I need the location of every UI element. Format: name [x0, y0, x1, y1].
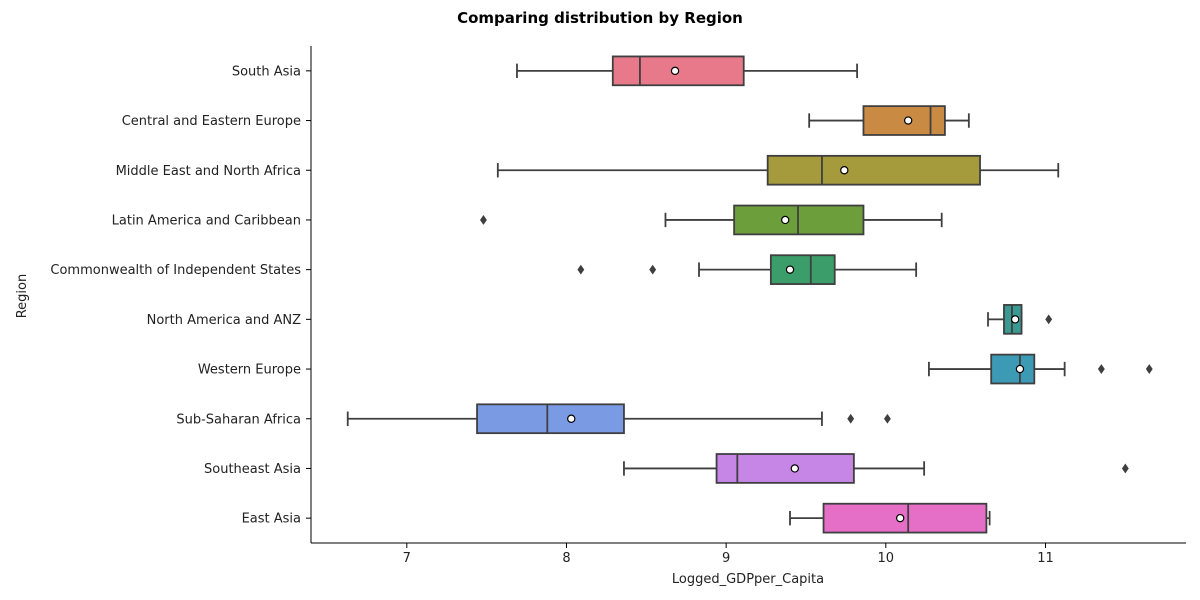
axes-layer: [310, 46, 1186, 544]
y-tick-label: South Asia: [232, 64, 301, 79]
y-tick-label: North America and ANZ: [147, 313, 301, 328]
outlier-point: [883, 413, 891, 424]
mean-marker: [903, 116, 913, 125]
y-tick-label: Western Europe: [198, 363, 301, 378]
y-ticks: South Asia Central and Eastern Europe Midd…: [50, 64, 311, 527]
outlier-point: [1045, 314, 1053, 325]
outlier-point: [847, 413, 855, 424]
x-tick-label: 11: [1037, 551, 1054, 566]
outlier-point: [1097, 364, 1105, 374]
box-group: [928, 353, 1153, 385]
box-iqr: [766, 154, 981, 186]
x-axis-label: Logged_GDPper_Capita: [672, 572, 824, 587]
mean-marker: [785, 265, 795, 274]
box-group: [577, 254, 918, 285]
box-iqr: [990, 353, 1036, 385]
y-axis-label: Region: [15, 274, 30, 319]
box-iqr: [769, 254, 836, 285]
y-tick-label: Sub-Saharan Africa: [176, 412, 301, 427]
y-tick-label: Southeast Asia: [204, 462, 301, 477]
y-tick-label: Middle East and North Africa: [116, 164, 301, 179]
box-group: [480, 204, 943, 236]
y-tick-label: East Asia: [242, 512, 301, 527]
box-group: [496, 154, 1060, 186]
x-tick-label: 9: [722, 551, 730, 566]
y-tick-label: Latin America and Caribbean: [112, 213, 301, 228]
x-tick-label: 7: [403, 551, 411, 566]
box-group: [808, 105, 970, 136]
box-iqr: [476, 403, 625, 435]
box-group: [346, 403, 891, 435]
box-group: [987, 304, 1053, 335]
box-group: [516, 55, 858, 87]
outlier-point: [1145, 364, 1153, 374]
y-tick-label: Central and Eastern Europe: [122, 114, 301, 129]
mean-marker: [781, 215, 790, 225]
mean-marker: [1015, 364, 1025, 374]
x-tick-label: 10: [878, 551, 895, 566]
chart-title: Comparing distribution by Region: [457, 9, 743, 27]
mean-marker: [840, 166, 849, 175]
outlier-point: [577, 264, 585, 275]
box-iqr: [822, 502, 988, 534]
x-ticks: 7 8 9 10 11: [403, 543, 1054, 566]
outlier-point: [649, 264, 657, 275]
y-tick-label: Commonwealth of Independent States: [50, 263, 301, 278]
mean-marker: [567, 414, 576, 423]
mean-marker: [790, 464, 800, 473]
x-tick-label: 8: [562, 551, 570, 566]
boxes-layer: [346, 55, 1153, 534]
box-group: [789, 502, 991, 534]
mean-marker: [1010, 315, 1020, 324]
outlier-point: [480, 215, 487, 225]
mean-marker: [895, 513, 905, 523]
box-iqr: [715, 453, 855, 484]
box-group: [623, 453, 1129, 484]
mean-marker: [670, 66, 680, 76]
outlier-point: [1121, 463, 1129, 474]
